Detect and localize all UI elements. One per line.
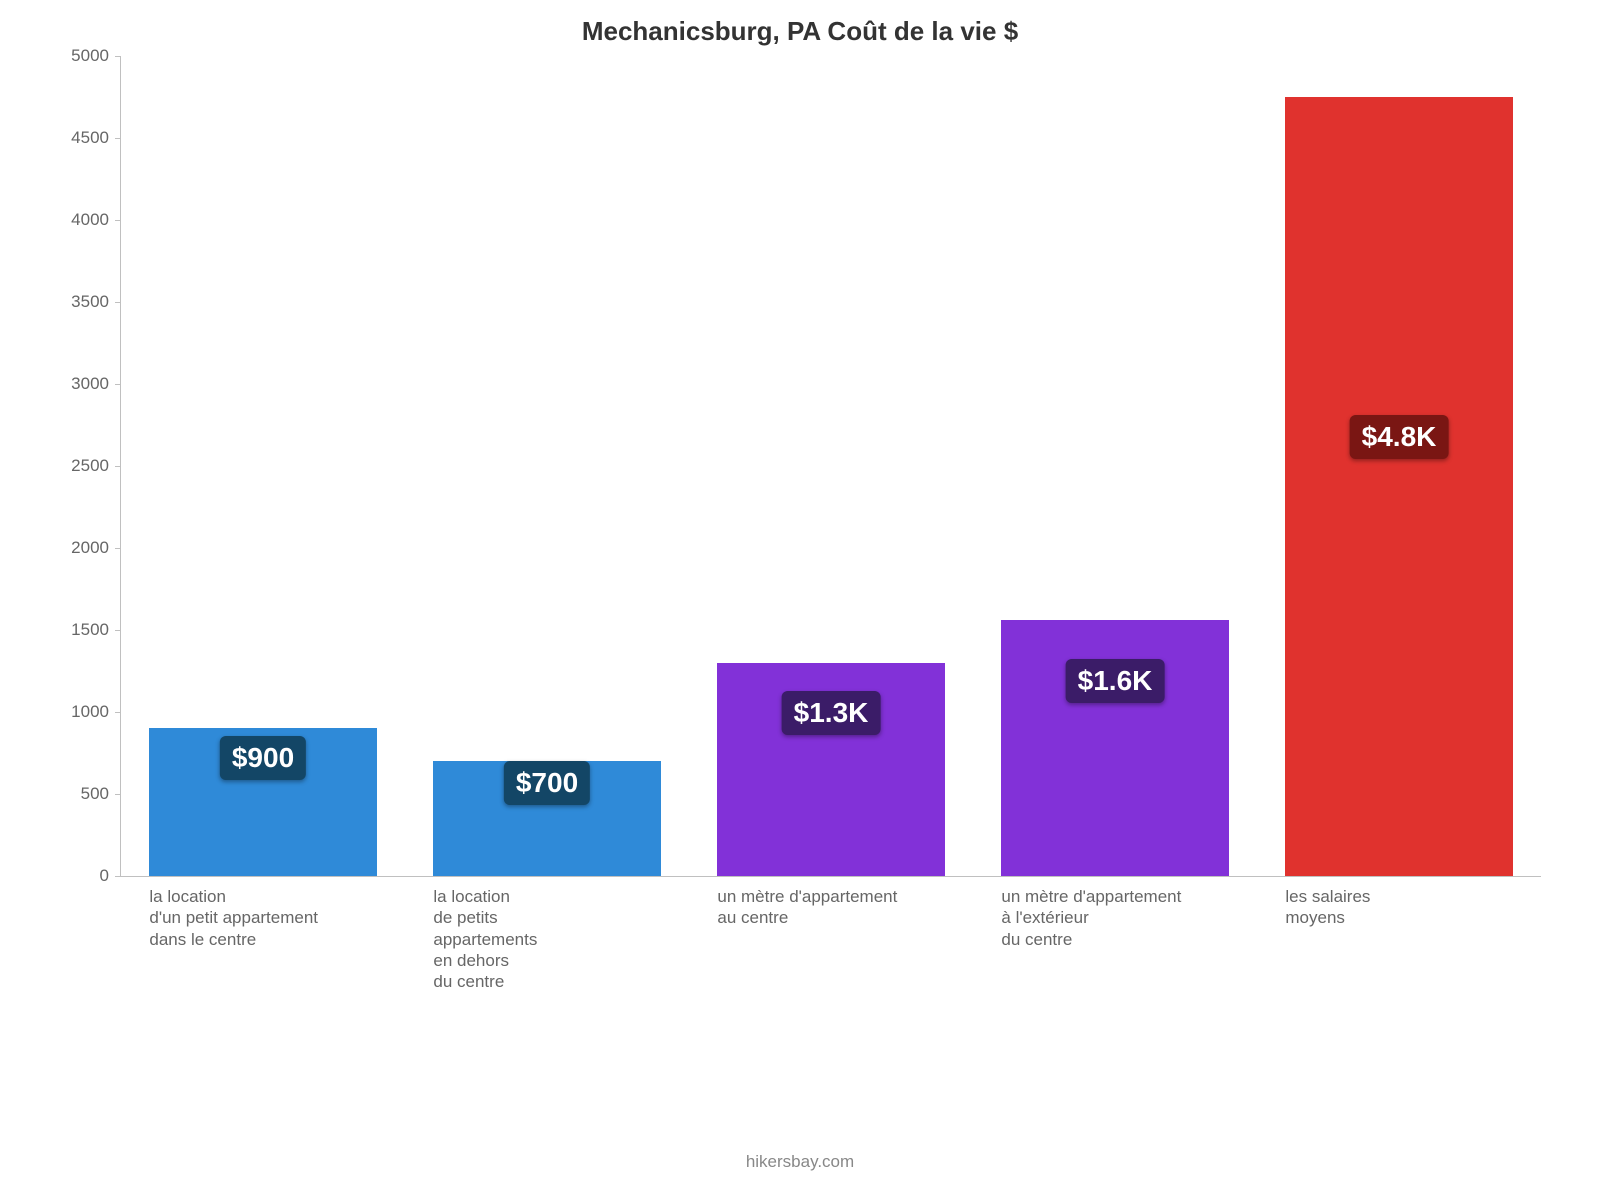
- y-tick: [115, 384, 121, 385]
- y-tick-label: 0: [100, 866, 109, 886]
- chart-container: Mechanicsburg, PA Coût de la vie $ 05001…: [40, 0, 1560, 1200]
- y-tick-label: 1500: [71, 620, 109, 640]
- category-label: un mètre d'appartement à l'extérieur du …: [1001, 876, 1228, 950]
- y-tick: [115, 220, 121, 221]
- y-tick: [115, 876, 121, 877]
- y-tick-label: 2500: [71, 456, 109, 476]
- category-label: la location de petits appartements en de…: [433, 876, 660, 992]
- chart-title: Mechanicsburg, PA Coût de la vie $: [40, 16, 1560, 47]
- bar-value-label: $900: [220, 736, 306, 780]
- y-tick: [115, 548, 121, 549]
- y-tick: [115, 794, 121, 795]
- bar-value-label: $1.6K: [1066, 659, 1165, 703]
- y-tick-label: 4000: [71, 210, 109, 230]
- y-tick: [115, 138, 121, 139]
- bar-value-label: $4.8K: [1350, 415, 1449, 459]
- category-label: un mètre d'appartement au centre: [717, 876, 944, 929]
- category-label: la location d'un petit appartement dans …: [149, 876, 376, 950]
- chart-plot-area: 0500100015002000250030003500400045005000…: [120, 56, 1541, 877]
- y-tick-label: 5000: [71, 46, 109, 66]
- y-tick-label: 2000: [71, 538, 109, 558]
- y-tick-label: 500: [81, 784, 109, 804]
- y-tick-label: 4500: [71, 128, 109, 148]
- category-label: les salaires moyens: [1285, 876, 1512, 929]
- y-tick-label: 3500: [71, 292, 109, 312]
- y-tick-label: 1000: [71, 702, 109, 722]
- y-tick: [115, 712, 121, 713]
- bar: [1285, 97, 1512, 876]
- y-tick: [115, 466, 121, 467]
- y-tick: [115, 302, 121, 303]
- bar-value-label: $1.3K: [782, 691, 881, 735]
- y-tick-label: 3000: [71, 374, 109, 394]
- y-tick: [115, 56, 121, 57]
- y-tick: [115, 630, 121, 631]
- chart-source-label: hikersbay.com: [40, 1152, 1560, 1172]
- bar-value-label: $700: [504, 761, 590, 805]
